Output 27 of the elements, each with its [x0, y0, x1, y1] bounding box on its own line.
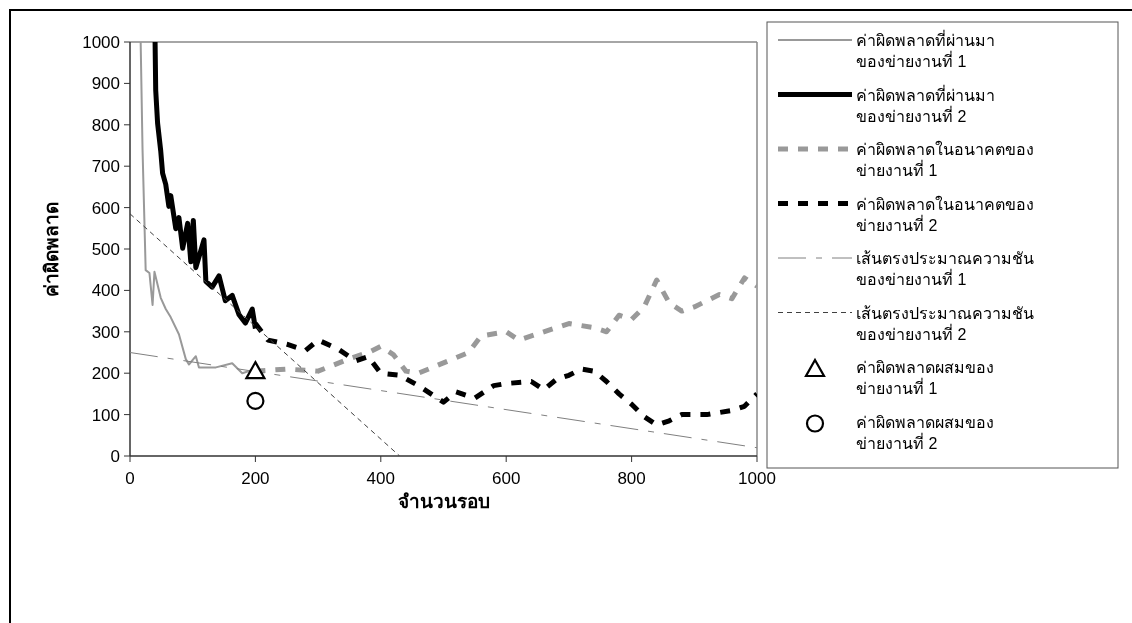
x-tick-label: 800 — [617, 469, 646, 488]
y-tick-label: 400 — [91, 281, 120, 301]
y-tick-label: 0 — [110, 447, 120, 466]
legend-label: ค่าผิดพลาดผสมของ ข่ายงานที่ 1 — [856, 359, 994, 397]
x-tick-label: 600 — [492, 469, 521, 488]
y-tick-label: 300 — [91, 322, 120, 342]
y-tick-label: 600 — [91, 198, 120, 218]
x-tick-label: 1000 — [738, 469, 776, 488]
y-tick-label: 500 — [91, 240, 120, 259]
y-tick-label: 700 — [91, 157, 120, 177]
y-axis-title: ค่าผิดพลาด — [41, 201, 62, 297]
x-axis-title: จำนวนรอบ — [397, 491, 490, 512]
y-tick-label: 1000 — [82, 33, 120, 52]
x-tick-label: 200 — [241, 469, 270, 488]
y-tick-label: 900 — [91, 74, 120, 94]
y-tick-label: 200 — [91, 364, 120, 384]
x-tick-label: 400 — [366, 469, 395, 488]
x-tick-label: 0 — [125, 469, 135, 488]
legend-label: เส้นตรงประมาณความชัน ของข่ายงานที่ 1 — [856, 250, 1034, 288]
legend-label: ค่าผิดพลาดในอนาคตของ ข่ายงานที่ 1 — [856, 140, 1034, 179]
legend-label: ค่าผิดพลาดที่ผ่านมา ของข่ายงานที่ 1 — [856, 29, 995, 70]
legend-label: ค่าผิดพลาดที่ผ่านมา ของข่ายงานที่ 2 — [856, 83, 995, 125]
y-tick-label: 100 — [91, 405, 120, 425]
legend-label: เส้นตรงประมาณความชัน ของข่ายงานที่ 2 — [856, 304, 1034, 343]
y-tick-label: 800 — [91, 115, 120, 135]
legend-label: ค่าผิดพลาดในอนาคตของ ข่ายงานที่ 2 — [856, 194, 1034, 234]
legend-label: ค่าผิดพลาดผสมของ ข่ายงานที่ 2 — [856, 413, 994, 452]
